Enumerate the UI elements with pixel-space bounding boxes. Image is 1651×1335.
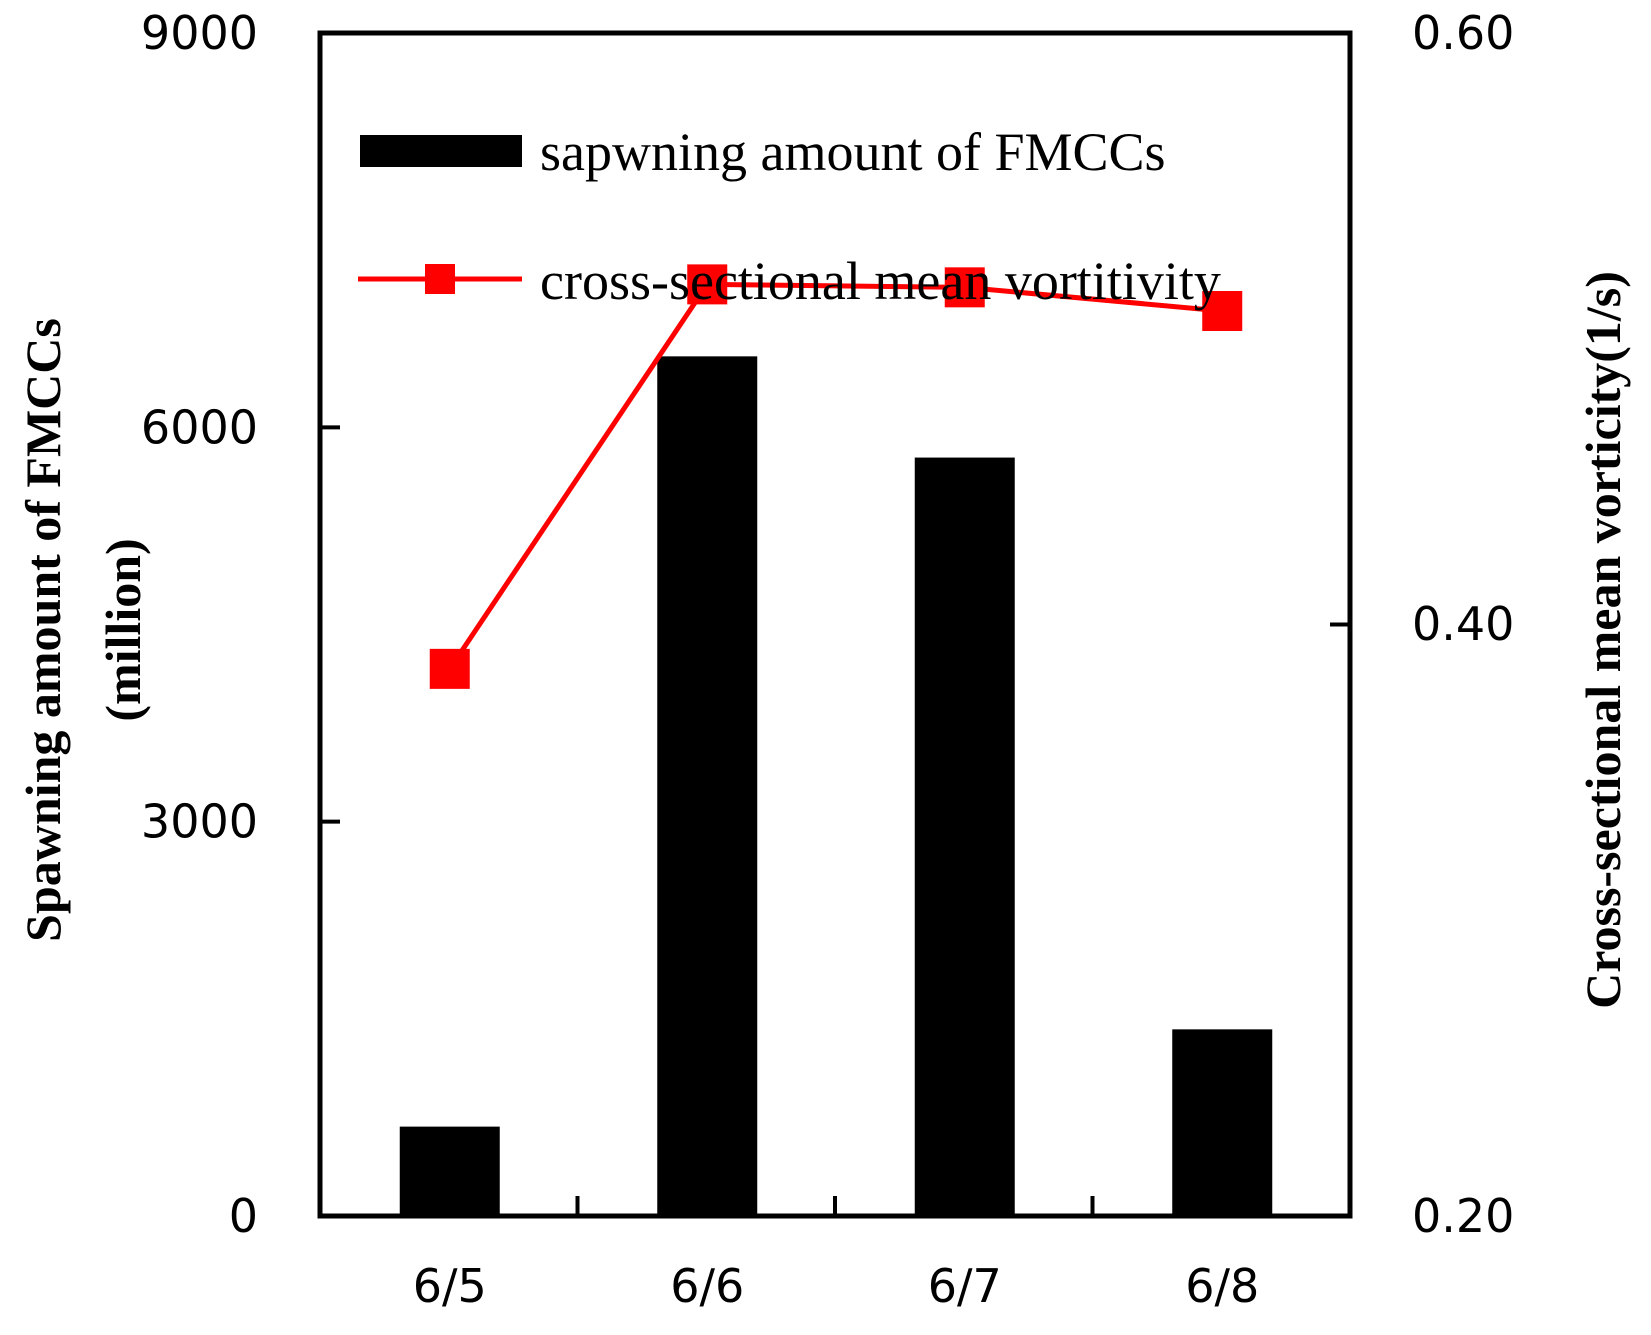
left-axis-title: Spawning amount of FMCCs — [15, 318, 71, 942]
left-tick-label: 6000 — [141, 400, 258, 454]
legend-label-line: cross-sectional mean vortitivity — [540, 251, 1221, 311]
right-axis-title: Cross-sectional mean vorticity(1/s) — [1575, 271, 1631, 1009]
vorticity-point-6-7 — [944, 267, 985, 308]
x-tick-label: 6/8 — [1185, 1259, 1259, 1313]
left-axis-title-units: (million) — [95, 538, 151, 721]
bar-6-8 — [1172, 1029, 1273, 1216]
right-axis-tick-labels: 0.20 0.40 0.60 — [1412, 6, 1514, 1243]
legend-label-bars: sapwning amount of FMCCs — [540, 122, 1166, 182]
right-tick-label: 0.60 — [1412, 6, 1514, 60]
vorticity-point-6-6 — [687, 264, 728, 305]
vorticity-point-6-8 — [1202, 291, 1243, 332]
legend: sapwning amount of FMCCs cross-sectional… — [358, 122, 1221, 311]
left-axis-tick-labels: 0 3000 6000 9000 — [141, 6, 258, 1243]
legend-marker-swatch — [425, 264, 455, 294]
right-tick-label: 0.20 — [1412, 1189, 1514, 1243]
x-tick-label: 6/5 — [413, 1259, 487, 1313]
vorticity-point-6-5 — [429, 648, 470, 689]
bar-6-5 — [399, 1126, 500, 1216]
left-tick-label: 9000 — [141, 6, 258, 60]
x-axis-tick-labels: 6/5 6/6 6/7 6/8 — [413, 1259, 1260, 1313]
left-tick-label: 3000 — [141, 795, 258, 849]
line-layer — [429, 264, 1243, 689]
vorticity-line — [447, 281, 1223, 671]
legend-bar-swatch — [360, 135, 522, 167]
ticks-layer — [320, 31, 1350, 1218]
x-tick-label: 6/6 — [670, 1259, 744, 1313]
bar-6-7 — [914, 457, 1015, 1216]
bar-6-6 — [657, 356, 758, 1216]
bars-layer — [399, 356, 1273, 1216]
left-tick-label: 0 — [229, 1189, 258, 1243]
x-tick-label: 6/7 — [928, 1259, 1002, 1313]
right-tick-label: 0.40 — [1412, 597, 1514, 651]
